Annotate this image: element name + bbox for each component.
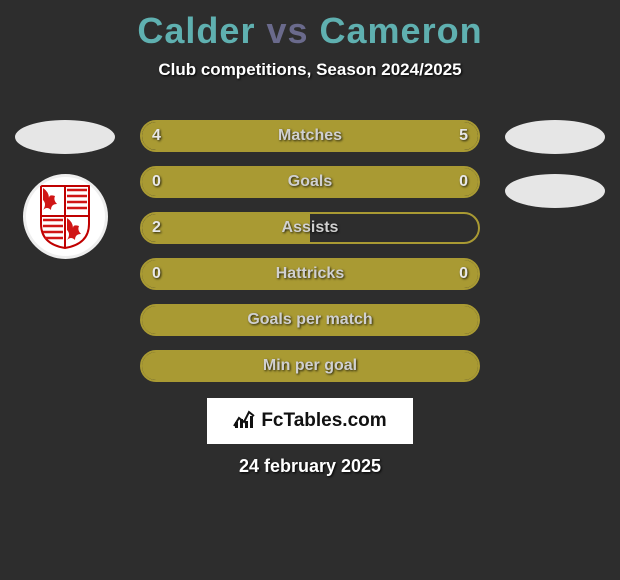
stat-value-right: 0	[459, 260, 468, 288]
stat-row: Matches4 5	[140, 120, 480, 152]
player1-name: Calder	[137, 10, 255, 51]
stat-value-right: 5	[459, 122, 468, 150]
date-text: 24 february 2025	[0, 456, 620, 477]
stat-value-left: 0	[152, 260, 161, 288]
stat-label: Hattricks	[142, 260, 478, 288]
vs-text: vs	[266, 10, 308, 51]
stat-label: Min per goal	[142, 352, 478, 380]
logo-text-prefix: Fc	[261, 410, 283, 431]
player2-country-placeholder	[505, 120, 605, 154]
logo-text: FcTables.com	[261, 410, 386, 432]
stat-label: Assists	[142, 214, 478, 242]
logo-text-rest: Tables.com	[284, 410, 387, 431]
player2-club-placeholder	[505, 174, 605, 208]
player1-country-placeholder	[15, 120, 115, 154]
stat-label: Matches	[142, 122, 478, 150]
player1-club-badge	[23, 174, 108, 259]
shield-icon	[37, 184, 93, 250]
player2-name: Cameron	[320, 10, 483, 51]
fctables-logo[interactable]: FcTables.com	[207, 398, 413, 444]
stat-row: Min per goal	[140, 350, 480, 382]
stat-value-left: 2	[152, 214, 161, 242]
chart-icon	[233, 408, 255, 435]
stat-value-left: 0	[152, 168, 161, 196]
subtitle: Club competitions, Season 2024/2025	[0, 60, 620, 80]
stats-bars: Matches45Goals00Assists2Hattricks00Goals…	[140, 120, 480, 382]
comparison-title: Calder vs Cameron	[0, 0, 620, 52]
stat-value-right: 0	[459, 168, 468, 196]
stat-label: Goals	[142, 168, 478, 196]
right-player-column	[500, 120, 610, 208]
left-player-column	[10, 120, 120, 259]
stat-row: Goals0 0	[140, 166, 480, 198]
stat-row: Hattricks0 0	[140, 258, 480, 290]
stat-value-left: 4	[152, 122, 161, 150]
stat-row: Assists2	[140, 212, 480, 244]
stat-row: Goals per match	[140, 304, 480, 336]
stat-label: Goals per match	[142, 306, 478, 334]
